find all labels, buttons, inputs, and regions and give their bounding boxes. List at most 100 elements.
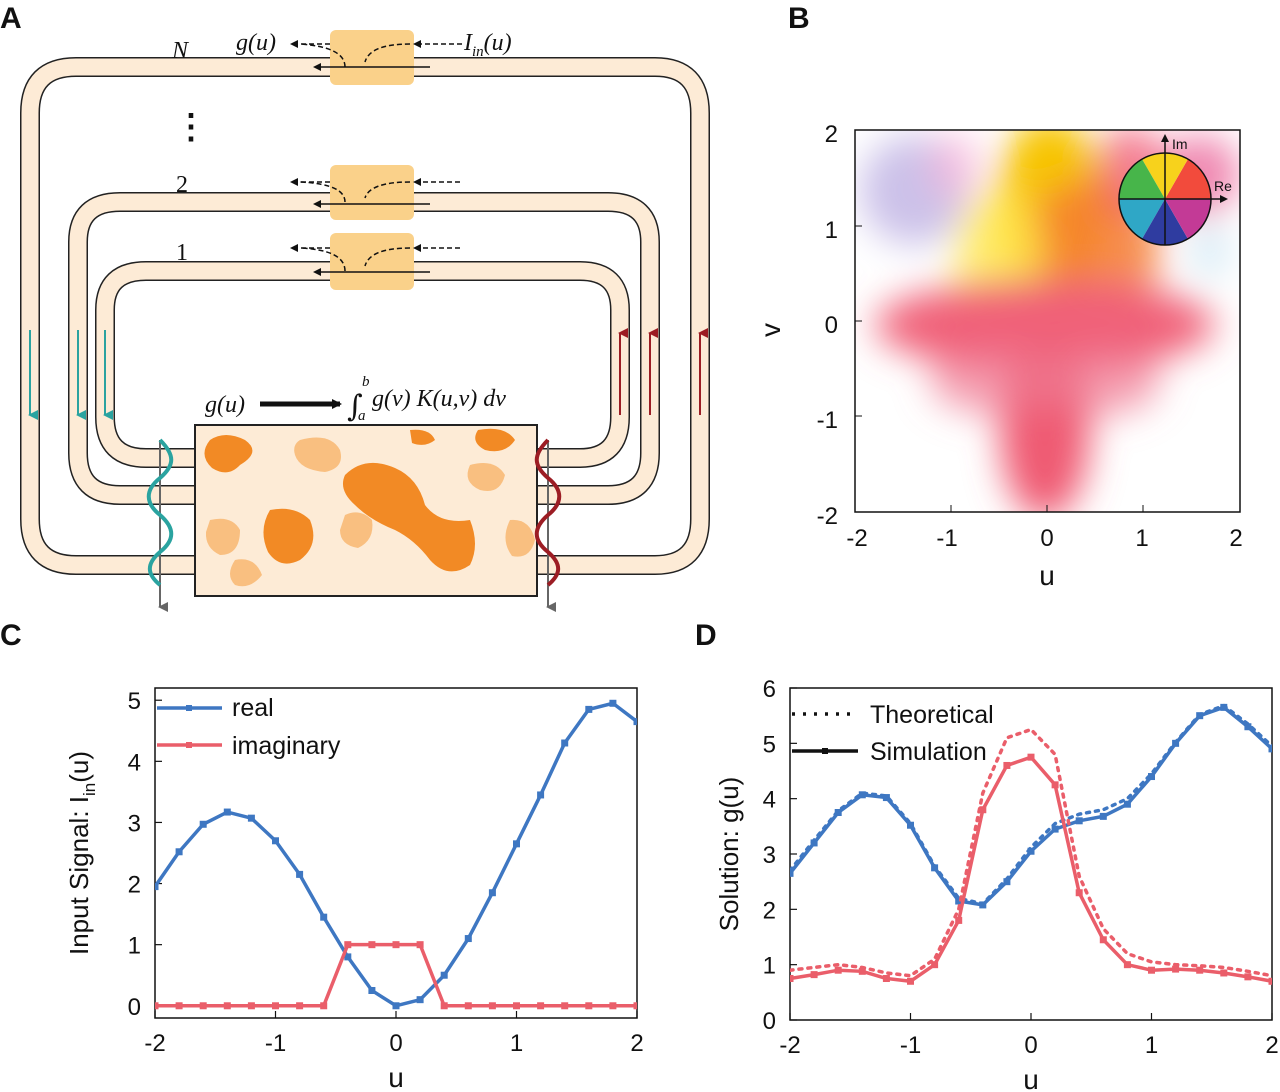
data-point — [513, 840, 520, 848]
b-x-tick: -1 — [936, 525, 957, 552]
data-point — [882, 975, 890, 982]
scattering-medium — [194, 424, 538, 597]
data-point — [561, 1002, 569, 1010]
series-line — [790, 755, 1272, 984]
data-point — [585, 1002, 593, 1010]
b-y-tick: 1 — [825, 217, 838, 244]
data-point — [1027, 753, 1035, 761]
data-point — [1196, 966, 1204, 974]
c-legend-label-real: real — [232, 694, 274, 722]
loop-label-n: N — [171, 38, 190, 64]
data-point — [790, 975, 794, 982]
c-legend: real imaginary — [157, 694, 341, 760]
d-legend: Theoretical Simulation — [792, 701, 994, 766]
data-point — [1268, 745, 1272, 753]
data-point — [1244, 973, 1252, 981]
data-point — [1268, 977, 1272, 985]
data-point — [1051, 825, 1059, 833]
y-tick-label: 6 — [763, 676, 776, 703]
panel-letter-a: A — [0, 2, 22, 35]
b-x-axis-label: u — [1039, 560, 1055, 591]
input-wave — [146, 438, 174, 587]
c-y-ticks: 0 1 2 3 4 5 — [128, 688, 162, 1021]
b-x-ticks: -2 -1 0 1 2 — [846, 505, 1243, 552]
b-y-axis-label: v — [755, 323, 786, 337]
data-point — [440, 971, 448, 979]
y-tick-label: 0 — [763, 1008, 776, 1035]
data-point — [392, 941, 400, 949]
series-line — [155, 942, 637, 1008]
y-tick-label: 3 — [128, 810, 141, 837]
y-tick-label: 1 — [128, 933, 141, 960]
data-point — [1003, 878, 1011, 886]
x-tick-label: 1 — [510, 1030, 523, 1057]
c-y-axis-label: Input Signal: Iin(u) — [64, 751, 99, 955]
data-point — [175, 848, 183, 856]
series-line — [790, 727, 1272, 978]
loop-label-2: 2 — [176, 172, 188, 198]
y-tick-label: 3 — [763, 842, 776, 869]
data-point — [537, 1002, 545, 1010]
data-point — [1123, 800, 1131, 808]
data-point — [1148, 966, 1155, 974]
data-point — [1075, 817, 1083, 825]
coupler-n — [290, 30, 462, 85]
data-point — [223, 1002, 231, 1010]
data-point — [1099, 936, 1107, 944]
panel-letter-d: D — [695, 619, 717, 652]
data-point — [585, 705, 593, 713]
data-point — [633, 718, 637, 726]
b-y-ticks: 2 1 0 -1 -2 — [817, 121, 862, 530]
data-point — [907, 977, 914, 985]
c-plot-area — [155, 699, 637, 1010]
data-point — [513, 1002, 520, 1010]
series-line — [790, 703, 1272, 906]
x-tick-label: -2 — [144, 1030, 165, 1057]
b-y-tick: 2 — [825, 121, 838, 148]
data-point — [175, 1002, 183, 1010]
data-point — [1003, 761, 1011, 769]
input-label-i-in-u: Iin(u) — [463, 30, 512, 60]
data-point — [296, 870, 304, 878]
y-tick-label: 2 — [128, 872, 141, 899]
d-x-ticks: -2 -1 0 1 2 — [779, 1013, 1279, 1059]
data-point — [955, 897, 963, 905]
wheel-label-re: Re — [1214, 178, 1232, 194]
data-point — [979, 806, 987, 814]
b-x-tick: 0 — [1040, 525, 1053, 552]
phase-color-wheel: Im Re — [1118, 134, 1232, 246]
loop-ellipsis: ⋮ — [174, 107, 208, 147]
y-tick-label: 5 — [763, 731, 776, 758]
x-tick-label: -1 — [265, 1030, 286, 1057]
x-tick-label: 2 — [630, 1030, 643, 1057]
data-point — [223, 808, 231, 816]
data-point — [392, 1002, 400, 1010]
data-point — [272, 837, 279, 845]
x-tick-label: 2 — [1265, 1032, 1278, 1059]
data-point — [488, 889, 496, 897]
integral-lower: a — [358, 408, 366, 424]
d-legend-label-theoretical: Theoretical — [870, 701, 994, 729]
data-point — [155, 883, 159, 891]
x-tick-label: 0 — [1024, 1032, 1037, 1059]
b-x-tick: 1 — [1135, 525, 1148, 552]
data-point — [1051, 781, 1059, 789]
data-point — [488, 1002, 496, 1010]
c-x-axis-label: u — [388, 1062, 404, 1092]
b-y-tick: -1 — [817, 407, 838, 434]
wheel-label-im: Im — [1172, 136, 1188, 152]
integral-sign: ∫ — [347, 389, 363, 424]
d-y-ticks: 0 1 2 3 4 5 6 — [763, 676, 797, 1035]
y-tick-label: 1 — [763, 953, 776, 980]
b-y-tick: 0 — [825, 312, 838, 339]
c-plot-frame — [154, 687, 638, 1019]
d-y-axis-label: Solution: g(u) — [714, 777, 744, 932]
kernel-equation: g(u) ∫ b a g(v) K(u,v) dv — [205, 374, 506, 424]
data-point — [834, 966, 842, 974]
x-tick-label: 1 — [1145, 1032, 1158, 1059]
data-point — [247, 1002, 255, 1010]
kernel-lhs: g(u) — [205, 392, 245, 418]
data-point — [1123, 961, 1131, 969]
data-point — [633, 1002, 637, 1010]
